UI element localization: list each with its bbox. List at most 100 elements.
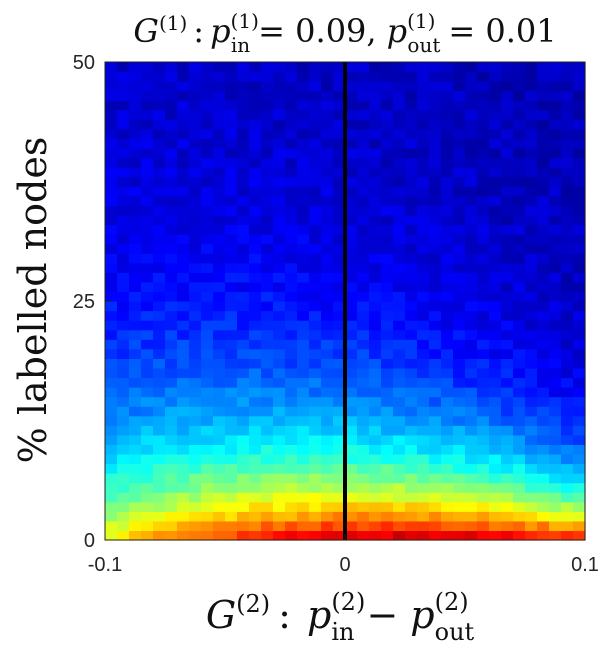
heatmap-cell <box>513 473 526 484</box>
heatmap-cell <box>525 301 538 312</box>
heatmap-cell <box>489 348 502 359</box>
heatmap-cell <box>141 167 154 178</box>
heatmap-cell <box>237 109 250 120</box>
heatmap-cell <box>465 358 478 369</box>
heatmap-cell <box>129 253 142 264</box>
heatmap-cell <box>321 530 334 541</box>
heatmap-cell <box>525 186 538 197</box>
heatmap-cell <box>129 406 142 417</box>
heatmap-cell <box>561 473 574 484</box>
heatmap-cell <box>273 530 286 541</box>
heatmap-cell <box>393 367 406 379</box>
heatmap-cell <box>285 396 298 407</box>
heatmap-cell <box>357 281 370 293</box>
heatmap-cell <box>525 148 538 159</box>
heatmap-cell <box>177 109 190 120</box>
heatmap-cell <box>237 501 250 512</box>
heatmap-cell <box>225 358 238 369</box>
heatmap-cell <box>333 482 346 493</box>
heatmap-cell <box>141 396 154 407</box>
heatmap-cell <box>309 71 322 82</box>
heatmap-cell <box>537 195 550 206</box>
heatmap-cell <box>537 186 550 197</box>
heatmap-cell <box>321 234 334 245</box>
heatmap-cell <box>177 119 190 130</box>
heatmap-cell <box>513 186 526 197</box>
heatmap-cell <box>537 234 550 245</box>
heatmap-cell <box>393 167 406 178</box>
heatmap-cell <box>273 387 286 398</box>
heatmap-cell <box>105 425 118 436</box>
heatmap-cell <box>153 205 166 216</box>
heatmap-cell <box>189 253 202 264</box>
heatmap-cell <box>441 444 454 455</box>
heatmap-cell <box>225 530 238 541</box>
heatmap-cell <box>429 530 442 541</box>
heatmap-cell <box>285 128 298 140</box>
heatmap-cell <box>453 291 466 302</box>
heatmap-cell <box>189 272 202 283</box>
heatmap-cell <box>465 186 478 197</box>
heatmap-cell <box>237 224 250 235</box>
heatmap-cell <box>201 406 214 417</box>
heatmap-cell <box>129 473 142 484</box>
heatmap-cell <box>345 272 358 283</box>
heatmap-cell <box>249 530 262 541</box>
heatmap-cell <box>201 367 214 379</box>
heatmap-cell <box>477 214 490 226</box>
heatmap-cell <box>285 434 298 445</box>
heatmap-cell <box>393 214 406 226</box>
heatmap-cell <box>249 62 262 73</box>
heatmap-cell <box>417 157 430 168</box>
heatmap-cell <box>225 482 238 493</box>
heatmap-cell <box>477 100 490 111</box>
heatmap-cell <box>237 90 250 101</box>
heatmap-cell <box>189 291 202 302</box>
heatmap-cell <box>309 205 322 216</box>
heatmap-cell <box>513 109 526 120</box>
heatmap-cell <box>273 520 286 532</box>
heatmap-cell <box>429 348 442 359</box>
heatmap-cell <box>141 520 154 532</box>
heatmap-cell <box>369 81 382 92</box>
heatmap-cell <box>417 186 430 197</box>
heatmap-cell <box>201 205 214 216</box>
heatmap-cell <box>441 310 454 321</box>
heatmap-cell <box>177 415 190 426</box>
heatmap-cell <box>405 406 418 417</box>
heatmap-cell <box>441 511 454 522</box>
heatmap-cell <box>141 329 154 340</box>
heatmap-cell <box>273 492 286 503</box>
heatmap-cell <box>513 463 526 474</box>
heatmap-cell <box>393 348 406 359</box>
heatmap-cells <box>105 62 586 541</box>
heatmap-cell <box>405 434 418 445</box>
heatmap-cell <box>477 291 490 302</box>
heatmap-cell <box>261 128 274 140</box>
heatmap-cell <box>105 262 118 273</box>
heatmap-cell <box>249 396 262 407</box>
heatmap-cell <box>285 138 298 149</box>
heatmap-cell <box>153 453 166 465</box>
heatmap-cell <box>525 415 538 426</box>
heatmap-cell <box>117 291 130 302</box>
heatmap-cell <box>549 453 562 465</box>
heatmap-cell <box>465 453 478 465</box>
heatmap-cell <box>225 310 238 321</box>
heatmap-cell <box>261 253 274 264</box>
heatmap-cell <box>225 320 238 331</box>
heatmap-cell <box>165 100 178 111</box>
heatmap-cell <box>153 281 166 293</box>
heatmap-cell <box>297 511 310 522</box>
heatmap-cell <box>573 339 586 350</box>
heatmap-cell <box>333 387 346 398</box>
heatmap-cell <box>321 90 334 101</box>
heatmap-cell <box>561 281 574 293</box>
heatmap-cell <box>309 234 322 245</box>
heatmap-cell <box>153 425 166 436</box>
heatmap-cell <box>453 243 466 254</box>
heatmap-cell <box>357 387 370 398</box>
heatmap-cell <box>309 444 322 455</box>
heatmap-cell <box>189 281 202 293</box>
heatmap-cell <box>405 291 418 302</box>
